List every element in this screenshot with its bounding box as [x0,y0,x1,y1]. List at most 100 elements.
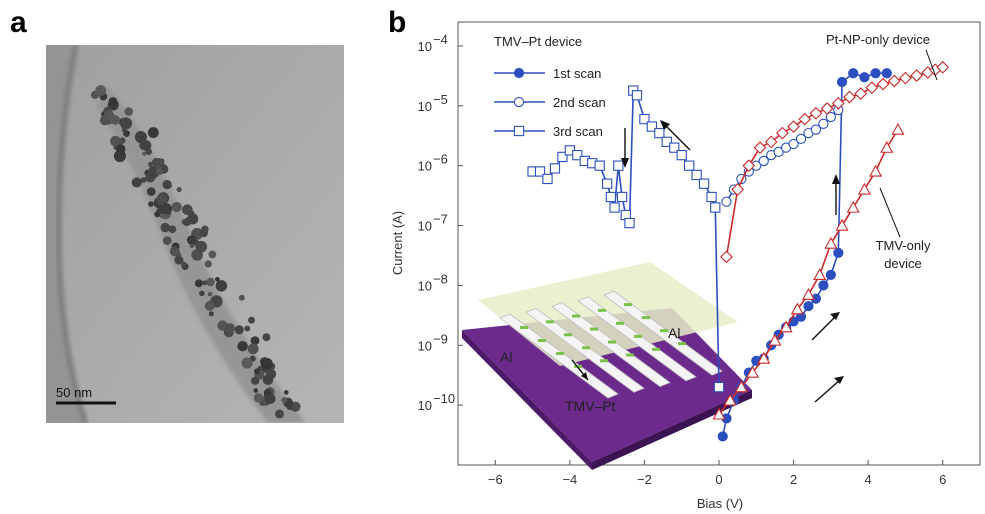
data-point [646,121,658,132]
inset-nanoparticle-cluster [624,303,632,307]
arrow-up-tmv-only-head [834,376,844,384]
inset-electrode-right-label: Al [668,325,680,341]
inset-wire-label: TMV–Pt [565,398,616,414]
data-point [753,141,767,155]
data-point [818,118,829,129]
series-4 [712,122,905,420]
inset-substrate-side-left [462,330,592,470]
data-point [594,160,605,171]
legend-marker [513,96,525,108]
data-point [676,149,687,161]
inset-electrode-finger [577,296,697,382]
y-tick-label: 10 [418,39,432,54]
inset-nanoparticle-cluster [564,333,572,337]
annotation-pt-np-leader [925,49,938,81]
data-point [768,333,782,346]
inset-electrode-finger [603,290,723,376]
legend-title: TMV–Pt device [494,34,582,49]
arrow-up-3rd-scan-head [660,120,670,130]
data-point [757,351,771,364]
data-point [887,74,901,88]
x-tick-label: −6 [488,472,503,487]
data-point [798,112,812,126]
arrow-up-switch-head [832,174,840,184]
inset-nanoparticle-cluster [642,316,650,320]
inset-nanoparticle-cluster [582,346,590,350]
x-tick-label: 0 [715,472,722,487]
data-point [881,68,892,79]
data-point [691,169,702,181]
data-point [869,164,883,177]
data-point [764,135,778,149]
data-point [833,247,844,258]
legend-label: 3rd scan [553,124,603,139]
y-tick-label: 10 [418,338,432,353]
annotation-tmv-only-leader [879,187,901,238]
data-point [859,72,870,83]
series-layer [527,60,950,442]
data-point [613,160,624,171]
data-point [534,166,546,177]
data-point [848,68,859,79]
inset-nanoparticle-cluster [652,347,660,351]
tem-micrograph: 50 nm [46,45,344,423]
data-point [790,302,804,315]
data-point [710,202,721,213]
data-point [870,68,881,79]
y-tick-exponent: −9 [433,331,448,346]
annotation-tmv-only-line2: device [884,256,922,271]
data-point [713,381,725,393]
data-point [843,90,856,104]
data-point [865,81,879,95]
data-point [616,191,628,203]
data-point [721,196,732,207]
y-axis-label: Current (A) [390,211,405,275]
legend-marker [513,67,525,79]
data-point [891,122,905,135]
y-tick-label: 10 [418,398,432,413]
inset-nanoparticle-cluster [660,329,668,333]
data-point [836,76,848,88]
data-point [813,268,827,281]
data-point [779,320,793,333]
data-point [880,140,894,153]
scale-bar-label: 50 nm [56,385,92,400]
inset-electrodes [499,290,723,399]
series-2 [527,85,725,393]
inset-nanoparticle-cluster [598,308,606,312]
inset-nanoparticle-cluster [616,321,624,325]
data-point [557,151,568,163]
x-axis-ticks: −6 −4 −2 0 2 4 6 [488,460,946,487]
inset-electrode-left-label: Al [500,349,512,365]
data-point [825,111,837,123]
data-point [899,71,912,85]
data-point [734,380,748,393]
data-point [809,106,823,120]
data-point [684,160,695,171]
data-point [787,120,800,133]
data-point [876,77,890,91]
x-tick-label: 6 [939,472,946,487]
arrow-down-3rd-scan-head [621,158,629,168]
data-point [758,155,769,167]
legend-marker [513,125,525,137]
y-tick-label: 10 [418,278,432,293]
data-point [818,280,829,291]
data-point [609,202,620,213]
inset-electrode-finger [551,302,671,388]
data-point [910,69,923,82]
data-point [723,393,737,406]
data-point [795,133,807,145]
data-point [572,149,583,161]
y-tick-exponent: −10 [433,391,455,406]
data-point [669,142,680,153]
data-point [605,191,617,203]
data-point [835,218,849,231]
data-point [631,90,643,101]
series-3 [720,60,950,264]
y-tick-label: 10 [418,99,432,114]
y-tick-label: 10 [418,219,432,234]
data-point [731,183,745,196]
data-point [825,269,836,280]
inset-nanoparticle-cluster [546,320,554,324]
